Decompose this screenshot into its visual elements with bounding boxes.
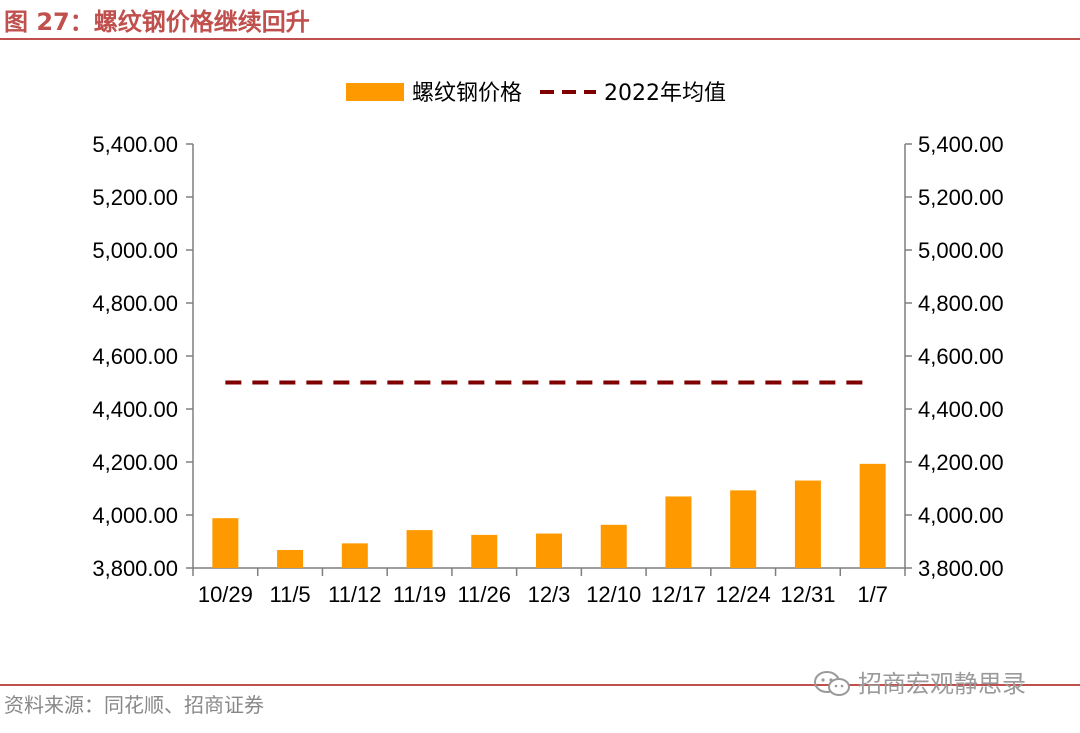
y-tick-label: 4,600.00 xyxy=(92,344,178,369)
bar-11-5 xyxy=(277,549,304,568)
legend-rebar-price-label: 螺纹钢价格 xyxy=(412,81,522,106)
bar-12-31 xyxy=(794,480,821,568)
x-tick-label: 12/3 xyxy=(528,582,571,607)
secondary-y-tick-label: 5,000.00 xyxy=(918,238,1004,263)
wechat-icon xyxy=(814,671,850,696)
watermark: 招商宏观静思录 xyxy=(812,664,1026,704)
secondary-y-tick-label: 5,400.00 xyxy=(918,132,1004,157)
secondary-y-tick-label: 4,000.00 xyxy=(918,503,1004,528)
bar-11-12 xyxy=(341,543,368,568)
data-source-note: 资料来源：同花顺、招商证券 xyxy=(4,693,264,717)
y-axis-labels: 3,800.00 4,000.00 4,200.00 4,400.00 4,600.00… xyxy=(92,132,178,581)
bar-12-24 xyxy=(730,490,757,568)
secondary-y-tick-label: 4,600.00 xyxy=(918,344,1004,369)
y-tick-label: 5,400.00 xyxy=(92,132,178,157)
footer-divider xyxy=(0,684,1080,686)
x-tick-label: 12/10 xyxy=(586,582,641,607)
x-tick-label: 10/29 xyxy=(198,582,253,607)
bar-11-19 xyxy=(406,530,433,568)
secondary-y-tick-label: 4,800.00 xyxy=(918,291,1004,316)
y-tick-label: 4,800.00 xyxy=(92,291,178,316)
x-tick-label: 12/17 xyxy=(651,582,706,607)
y-tick-label: 4,200.00 xyxy=(92,450,178,475)
bar-10-29 xyxy=(212,518,239,568)
secondary-y-tick-label: 4,400.00 xyxy=(918,397,1004,422)
bar-1-7 xyxy=(859,463,886,568)
rebar-price-chart: 螺纹钢价格 2022年均值 10/29 11/5 11/12 11/19 11/26 12… xyxy=(92,81,1004,607)
y-tick-label: 4,400.00 xyxy=(92,397,178,422)
bar-series xyxy=(212,463,886,568)
secondary-y-tick-label: 5,200.00 xyxy=(918,185,1004,210)
x-tick-label: 11/26 xyxy=(458,582,511,607)
x-tick-label: 11/12 xyxy=(328,582,381,607)
x-tick-label: 11/5 xyxy=(269,582,310,607)
x-tick-label: 12/31 xyxy=(780,582,835,607)
bar-12-10 xyxy=(600,524,627,568)
bar-12-17 xyxy=(665,496,692,568)
legend-2022-average-label: 2022年均值 xyxy=(604,81,726,106)
y-tick-label: 5,000.00 xyxy=(92,238,178,263)
x-axis-labels: 10/29 11/5 11/12 11/19 11/26 12/3 12/10 12/17 12… xyxy=(198,582,888,607)
y-tick-label: 4,000.00 xyxy=(92,503,178,528)
secondary-y-tick-label: 3,800.00 xyxy=(918,556,1004,581)
chart-legend: 螺纹钢价格 2022年均值 xyxy=(346,81,726,106)
bar-11-26 xyxy=(471,534,498,568)
legend-bar-swatch xyxy=(346,83,404,101)
watermark-text: 招商宏观静思录 xyxy=(858,670,1026,698)
title-divider xyxy=(0,38,1080,40)
x-tick-label: 12/24 xyxy=(716,582,771,607)
bar-12-3 xyxy=(536,533,562,568)
y-tick-label: 5,200.00 xyxy=(92,185,178,210)
secondary-y-tick-label: 4,200.00 xyxy=(918,450,1004,475)
x-tick-label: 1/7 xyxy=(857,582,888,607)
figure-title: 图 27：螺纹钢价格继续回升 xyxy=(4,8,310,36)
secondary-y-axis-labels: 3,800.00 4,000.00 4,200.00 4,400.00 4,600.00… xyxy=(918,132,1004,581)
y-tick-label: 3,800.00 xyxy=(92,556,178,581)
x-tick-label: 11/19 xyxy=(393,582,446,607)
